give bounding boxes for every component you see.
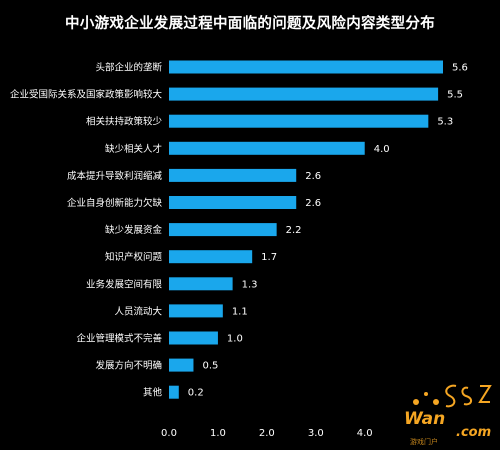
bar	[169, 114, 429, 128]
bar	[169, 60, 443, 74]
watermark-sub: 游戏门户	[410, 437, 438, 446]
bar	[169, 277, 233, 291]
value-label: 1.7	[261, 252, 277, 263]
watermark-logo: Wan .com 游戏门户	[404, 384, 492, 446]
bar	[169, 250, 253, 264]
value-label: 0.5	[202, 361, 218, 372]
category-label: 其他	[143, 387, 163, 399]
category-label: 成本提升导致利润缩减	[67, 170, 163, 182]
x-tick-label: 2.0	[259, 428, 275, 439]
category-label: 人员流动大	[114, 305, 162, 317]
category-label: 知识产权问题	[105, 251, 163, 263]
bar	[169, 87, 439, 101]
x-tick-label: 4.0	[357, 428, 373, 439]
value-label: 1.3	[242, 279, 258, 290]
x-tick-label: 1.0	[210, 428, 226, 439]
bar	[169, 304, 223, 318]
bar	[169, 358, 194, 372]
category-label: 缺少发展资金	[105, 224, 163, 236]
category-label: 业务发展空间有限	[86, 278, 163, 290]
category-label: 缺少相关人才	[105, 143, 162, 155]
value-label: 4.0	[374, 144, 390, 155]
watermark-domain: .com	[456, 425, 491, 440]
category-label: 企业管理模式不完善	[76, 333, 162, 345]
bar	[169, 141, 365, 155]
value-label: 2.6	[305, 198, 321, 209]
category-label: 发展方向不明确	[95, 360, 162, 372]
bar	[169, 223, 277, 237]
category-label: 企业自身创新能力欠缺	[67, 197, 163, 209]
value-label: 5.5	[447, 90, 463, 101]
category-label: 头部企业的垄断	[95, 62, 162, 74]
chart-title: 中小游戏企业发展过程中面临的问题及风险内容类型分布	[65, 16, 435, 32]
value-label: 2.6	[305, 171, 321, 182]
value-label: 1.1	[232, 306, 248, 317]
bar	[169, 385, 179, 399]
bar	[169, 168, 297, 182]
bar	[169, 331, 218, 345]
bar	[169, 196, 297, 209]
watermark-brand: Wan	[404, 409, 445, 429]
category-label: 相关扶持政策较少	[86, 116, 163, 128]
x-tick-label: 0.0	[161, 428, 177, 439]
x-tick-label: 3.0	[308, 428, 324, 439]
value-label: 0.2	[188, 388, 204, 399]
value-label: 1.0	[227, 334, 243, 345]
value-label: 2.2	[286, 225, 302, 236]
value-label: 5.6	[452, 63, 468, 74]
value-label: 5.3	[437, 117, 453, 128]
category-label: 企业受国际关系及国家政策影响较大	[10, 89, 163, 101]
